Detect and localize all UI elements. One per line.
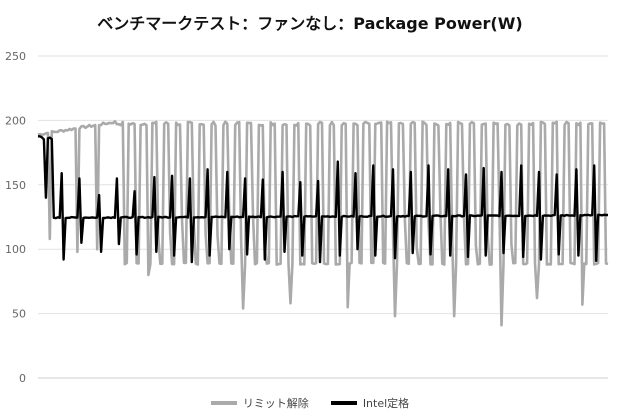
- y-tick-label-0: 0: [19, 372, 26, 385]
- y-axis-tick-labels: 0 50 100 150 200 250: [5, 50, 26, 385]
- y-tick-label-50: 50: [12, 308, 26, 321]
- chart-title: ベンチマークテスト：ファンなし：Package Power(W): [97, 14, 523, 33]
- legend-label-intel-rated: Intel定格: [362, 397, 410, 410]
- legend: リミット解除 Intel定格: [0, 395, 620, 411]
- legend-item-intel-rated: Intel定格: [330, 395, 410, 411]
- legend-swatch-intel-rated: [330, 401, 357, 405]
- legend-swatch-limit-off: [210, 401, 237, 405]
- series-layer: [37, 120, 609, 327]
- series-line-intel-rated: [37, 135, 608, 264]
- legend-label-limit-off: リミット解除: [242, 397, 309, 410]
- y-tick-label-100: 100: [5, 243, 26, 256]
- y-tick-label-150: 150: [5, 179, 26, 192]
- y-tick-label-250: 250: [5, 50, 26, 63]
- legend-item-limit-off: リミット解除: [210, 395, 309, 411]
- series-line-limit-off: [37, 120, 609, 327]
- y-tick-label-200: 200: [5, 114, 26, 127]
